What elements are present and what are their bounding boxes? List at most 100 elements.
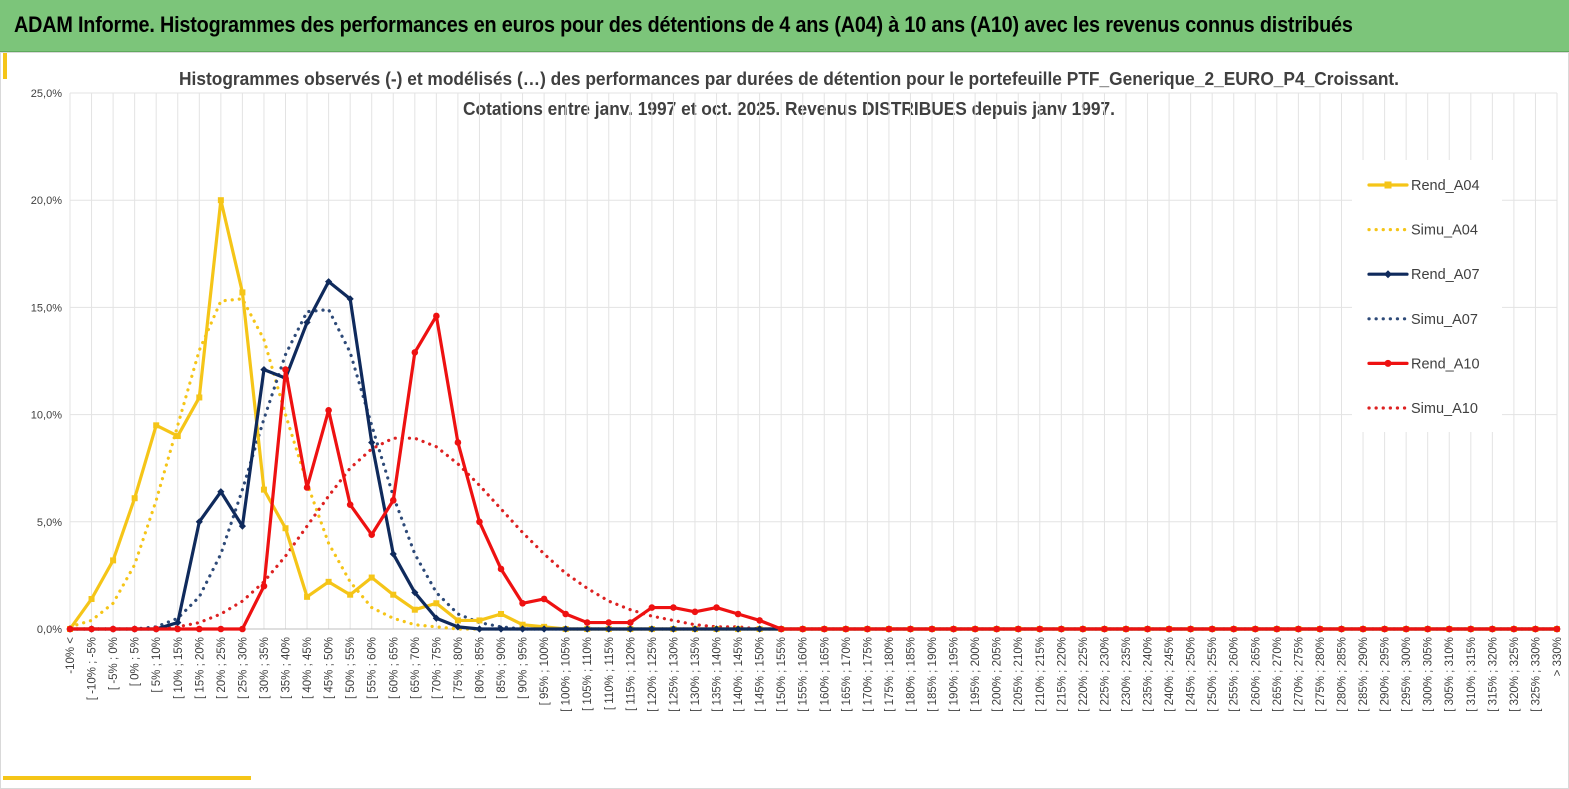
legend-background — [1352, 160, 1502, 432]
x-tick-label: [ 250% ; 255% — [1207, 637, 1219, 712]
y-tick-label: 25,0% — [31, 88, 62, 100]
data-point — [562, 625, 570, 633]
series-simu-a10 — [68, 436, 1559, 631]
x-tick-label: [ 310% ; 315% — [1466, 637, 1478, 712]
data-point — [1316, 625, 1324, 633]
data-point — [605, 619, 613, 626]
x-tick-label: [ 235% ; 240% — [1143, 637, 1155, 712]
data-point — [390, 591, 397, 598]
x-tick-label: -10% < — [65, 637, 77, 674]
x-tick-label: [ 245% ; 250% — [1186, 637, 1198, 712]
data-point — [1489, 625, 1496, 633]
y-tick-label: 0,0% — [37, 624, 62, 636]
data-point — [303, 318, 311, 327]
x-tick-label: [ 125% ; 130% — [668, 637, 680, 712]
x-tick-label: [ 255% ; 260% — [1229, 637, 1241, 712]
data-point — [907, 625, 914, 633]
x-tick-label: [ 45% ; 50% — [324, 637, 336, 699]
data-point — [1014, 625, 1022, 633]
data-point — [174, 433, 181, 440]
legend-item: Rend_A10 — [1367, 356, 1480, 372]
legend-item: Rend_A07 — [1367, 267, 1480, 283]
data-point — [411, 588, 419, 597]
legend-marker — [1384, 181, 1392, 189]
data-point — [282, 525, 289, 532]
data-point — [1058, 625, 1065, 633]
x-tick-label: [ 205% ; 210% — [1013, 637, 1025, 712]
series-group — [66, 197, 1561, 633]
data-point — [303, 484, 311, 491]
x-tick-label: [ 320% ; 325% — [1509, 637, 1521, 712]
data-point — [497, 565, 505, 573]
data-point — [109, 625, 117, 633]
data-point — [756, 625, 764, 633]
data-point — [1381, 625, 1388, 633]
x-tick-label: [ 195% ; 200% — [970, 637, 982, 712]
x-tick-label: [ 155% ; 160% — [798, 637, 810, 712]
data-point — [648, 604, 656, 611]
x-tick-label: [ 80% ; 85% — [474, 637, 486, 699]
legend-label: Simu_A10 — [1411, 401, 1478, 417]
legend-label: Rend_A04 — [1411, 178, 1480, 194]
accent-bar-bottom — [3, 776, 251, 780]
series-line — [68, 314, 1559, 631]
data-point — [66, 625, 74, 633]
data-point — [734, 625, 742, 633]
x-tick-label: [ 215% ; 220% — [1056, 637, 1068, 712]
data-point — [1445, 625, 1453, 633]
x-tick-label: [ 25% ; 30% — [237, 637, 249, 699]
data-point — [110, 557, 117, 564]
x-tick-label: [ 285% ; 290% — [1358, 637, 1370, 712]
data-point — [1036, 625, 1044, 633]
x-tick-label: [ 85% ; 90% — [496, 637, 508, 699]
data-point — [1295, 625, 1302, 633]
data-point — [239, 289, 246, 296]
x-tick-label: [ 90% ; 95% — [518, 637, 530, 699]
data-point — [476, 518, 483, 526]
data-point — [304, 593, 311, 600]
data-point — [842, 625, 850, 633]
x-tick-label: [ 300% ; 305% — [1423, 637, 1435, 712]
x-tick-label: [ 130% ; 135% — [690, 637, 702, 712]
x-tick-label: [ 145% ; 150% — [755, 637, 767, 712]
data-point — [195, 518, 203, 526]
data-point — [260, 486, 267, 493]
x-tick-label: [ 220% ; 225% — [1078, 637, 1090, 712]
data-point — [346, 295, 354, 303]
data-point — [691, 608, 699, 616]
x-tick-label: [ 55% ; 60% — [367, 637, 379, 699]
x-tick-label: [ 15% ; 20% — [194, 637, 206, 699]
data-point — [476, 617, 483, 624]
data-point — [519, 599, 526, 607]
x-tick-label: [ 115% ; 120% — [625, 637, 637, 711]
data-point — [540, 625, 548, 633]
x-tick-label: [ 110% ; 115% — [604, 637, 616, 710]
data-point — [799, 625, 807, 633]
x-tick-label: [ 135% ; 140% — [712, 637, 724, 712]
x-tick-label: [ 165% ; 170% — [841, 637, 853, 712]
x-tick-label: [ 95% ; 100% — [539, 637, 551, 705]
y-tick-label: 15,0% — [31, 302, 62, 314]
data-point — [475, 625, 484, 633]
data-point — [1165, 625, 1173, 633]
x-tick-label: [ 175% ; 180% — [884, 637, 896, 712]
data-point — [389, 550, 397, 558]
data-point — [627, 619, 634, 626]
data-point — [691, 625, 699, 633]
x-tick-label: [ 275% ; 280% — [1315, 637, 1327, 712]
data-point — [432, 614, 440, 622]
data-point — [368, 531, 376, 538]
x-tick-label: [ 270% ; 275% — [1293, 637, 1305, 712]
data-point — [756, 617, 763, 624]
y-tick-label: 10,0% — [31, 410, 62, 422]
data-point — [196, 394, 203, 401]
legend-item: Simu_A10 — [1367, 401, 1478, 417]
legend-item: Rend_A04 — [1367, 178, 1480, 194]
x-tick-label: [ 185% ; 190% — [927, 637, 939, 712]
y-tick-label: 5,0% — [37, 517, 62, 529]
data-point — [1079, 625, 1087, 633]
data-point — [131, 495, 138, 502]
data-point — [217, 488, 225, 496]
data-point — [605, 625, 613, 633]
data-point — [583, 619, 591, 626]
